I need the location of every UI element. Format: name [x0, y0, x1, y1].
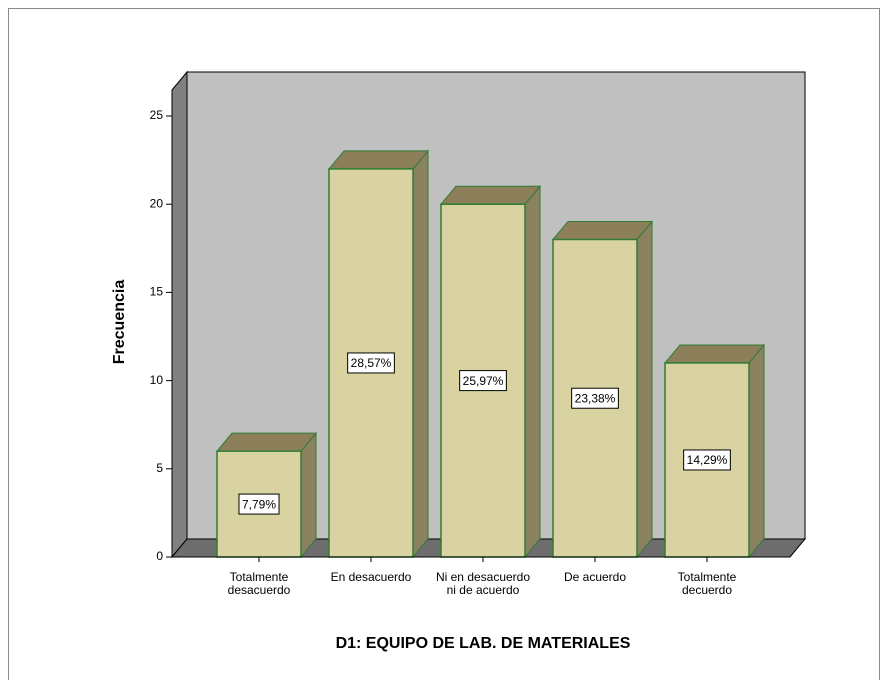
value-label: 7,79%	[242, 497, 276, 511]
x-tick-label: En desacuerdo	[330, 570, 412, 584]
y-tick-label: 20	[150, 196, 164, 210]
value-label-box	[459, 370, 507, 392]
y-tick-label: 10	[150, 373, 164, 387]
value-label-box	[238, 493, 280, 515]
y-tick-label: 25	[150, 108, 164, 122]
chart-title: D1: EQUIPO DE LAB. DE MATERIALES	[336, 635, 631, 652]
y-tick-label: 15	[150, 285, 164, 299]
bar-side	[300, 431, 317, 559]
value-label-box	[683, 449, 731, 471]
x-tick-label: Ni en desacuerdo ni de acuerdo	[435, 570, 531, 597]
bar-top	[327, 150, 430, 170]
y-axis-label: Frecuencia	[111, 280, 128, 365]
bar-side	[636, 220, 653, 559]
bar-side	[524, 184, 541, 559]
left-wall	[171, 70, 188, 559]
value-label-box	[571, 387, 619, 409]
x-tick-label: Totalmente desacuerdo	[227, 570, 291, 597]
bar-top	[663, 344, 766, 364]
value-label: 28,57%	[351, 356, 392, 370]
x-tick-label: Totalmente decuerdo	[677, 570, 737, 597]
bar-side	[412, 149, 429, 559]
value-label: 14,29%	[687, 453, 728, 467]
y-tick-label: 0	[156, 549, 163, 563]
bar	[663, 343, 766, 559]
bar-top	[439, 185, 542, 205]
y-tick-label: 5	[156, 461, 163, 475]
value-label: 23,38%	[575, 391, 616, 405]
bar-top	[551, 220, 654, 240]
x-tick-label: De acuerdo	[563, 570, 627, 584]
bar-top	[215, 432, 318, 452]
value-label: 25,97%	[463, 374, 504, 388]
bar-side	[748, 343, 765, 559]
value-label-box	[347, 352, 395, 374]
